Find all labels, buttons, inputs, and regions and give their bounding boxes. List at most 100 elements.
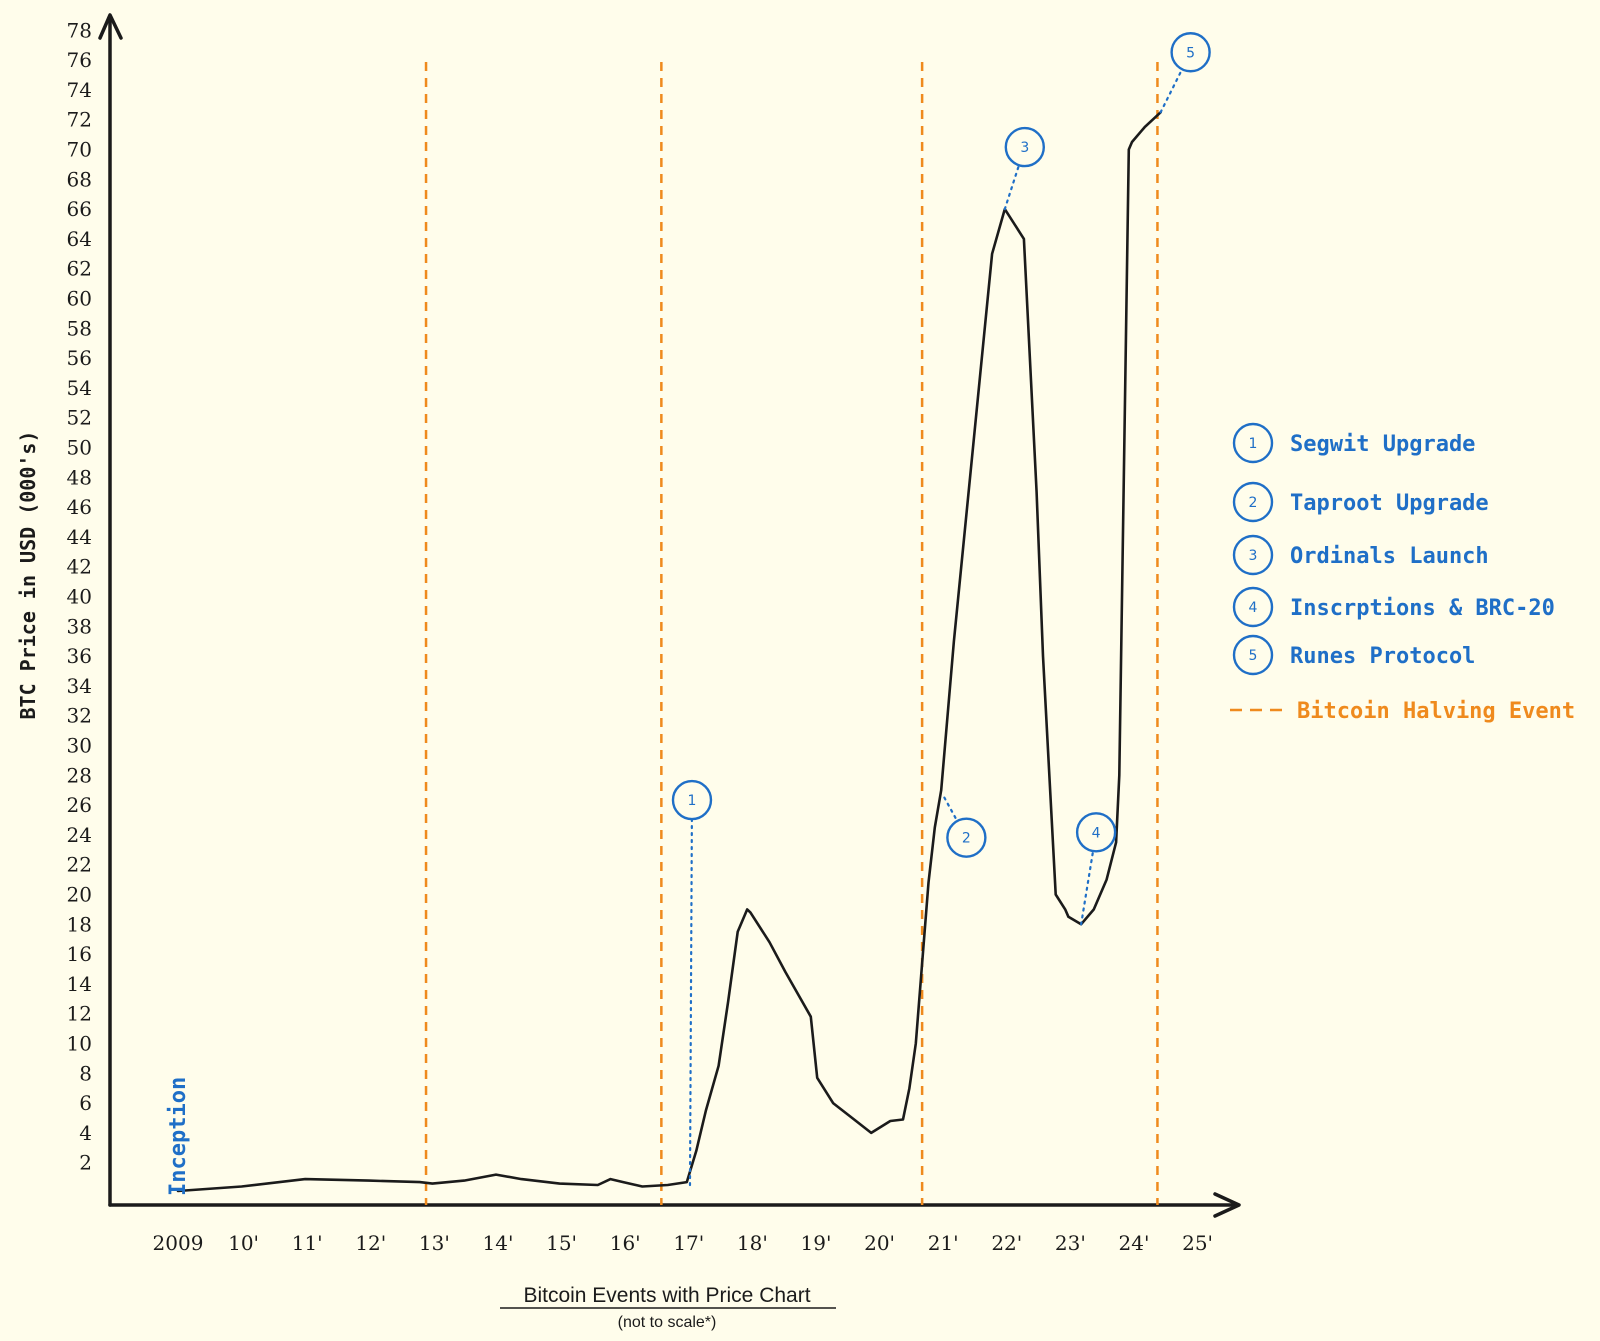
y-tick-label: 16 [67,942,92,966]
event-leader-line [688,818,693,1187]
chart-subtitle: (not to scale*) [618,1314,717,1331]
y-tick-label: 68 [67,167,92,191]
chart-title: Bitcoin Events with Price Chart [523,1284,810,1307]
halving-lines [424,62,1159,1205]
y-tick-label: 50 [67,436,92,460]
event-marker-2: 2 [943,796,987,858]
y-tick-label: 28 [67,763,92,787]
x-tick-label: 18' [737,1231,768,1255]
legend-circle [1232,422,1274,464]
x-axis [108,1192,1241,1218]
legend-label: Ordinals Launch [1290,544,1489,569]
event-marker-1: 1 [671,779,713,1187]
x-tick-label: 25' [1182,1231,1213,1255]
y-tick-label: 62 [67,257,92,281]
y-tick-label: 34 [67,674,92,698]
y-tick-label: 32 [67,704,92,728]
x-tick-label: 16' [610,1231,641,1255]
event-marker-5: 5 [1159,32,1211,114]
price-line [176,111,1162,1193]
event-number: 5 [1186,45,1195,61]
legend-number: 4 [1249,600,1258,616]
legend-item-3: 3 Ordinals Launch [1232,534,1489,576]
y-tick-label: 48 [67,465,92,489]
y-tick-label: 8 [79,1061,92,1085]
y-tick-label: 22 [67,853,92,877]
legend: 1 Segwit Upgrade 2 Taproot Upgrade 3 Ordinals… [1230,422,1575,724]
y-tick-label: 56 [67,346,92,370]
event-number: 3 [1020,140,1029,156]
legend-label: Runes Protocol [1290,644,1475,669]
y-tick-label: 78 [67,18,92,42]
y-tick-label: 60 [67,287,92,311]
legend-halving-label: Bitcoin Halving Event [1297,699,1575,724]
y-tick-label: 36 [67,644,92,668]
y-tick-label: 30 [67,734,92,758]
x-tick-label: 17' [673,1231,704,1255]
y-tick-label: 18 [67,912,92,936]
y-tick-label: 26 [67,793,92,817]
x-tick-label: 20' [864,1231,895,1255]
y-tick-label: 44 [67,525,92,549]
y-tick-label: 14 [67,972,92,996]
event-leader-line [1080,850,1095,926]
legend-label: Segwit Upgrade [1290,432,1475,457]
legend-circle [1232,586,1274,628]
legend-number: 2 [1249,495,1258,511]
y-tick-label: 64 [67,227,92,251]
event-circle [1004,126,1046,168]
legend-item-halving: Bitcoin Halving Event [1230,699,1575,724]
y-tick-label: 74 [67,78,92,102]
x-tick-label: 21' [928,1231,959,1255]
y-tick-label: 10 [67,1032,92,1056]
y-tick-label: 66 [67,197,92,221]
x-tick-label: 14' [483,1231,514,1255]
y-tick-label: 12 [67,1002,92,1026]
y-tick-label: 72 [67,108,92,132]
x-tick-label: 15' [546,1231,577,1255]
event-circle [671,779,713,821]
y-tick-label: 76 [67,48,92,72]
inception-annotation: Inception [166,1077,191,1196]
event-number: 4 [1092,825,1101,841]
legend-number: 1 [1249,436,1258,452]
legend-circle [1232,481,1274,523]
y-tick-label: 40 [67,585,92,609]
y-tick-label: 20 [67,883,92,907]
legend-number: 3 [1249,548,1258,564]
event-circle [1170,32,1211,73]
legend-number: 5 [1249,648,1258,664]
legend-label: Taproot Upgrade [1290,491,1489,516]
y-tick-labels: 2 46 8 10 12 14 16 18 20 22 24 26 28 30 32 34 36 38 40 42 44… [67,18,92,1174]
event-circle [946,817,987,858]
y-tick-label: 2 [79,1151,92,1175]
y-axis [98,13,123,1207]
x-tick-label: 11' [292,1231,323,1255]
x-tick-label: 22' [991,1231,1022,1255]
y-tick-label: 38 [67,614,92,638]
price-series [176,111,1162,1193]
y-tick-label: 70 [67,138,92,162]
x-tick-label: 10' [228,1231,259,1255]
event-circle [1075,812,1117,853]
x-tick-labels: 2009 10' 11' 12' 13' 14' 15' 16' 17' 18' 19' 20' 21'… [153,1231,1214,1255]
x-tick-label: 13' [419,1231,450,1255]
x-tick-label: 23' [1055,1231,1086,1255]
legend-item-1: 1 Segwit Upgrade [1232,422,1475,464]
y-tick-label: 54 [67,376,92,400]
y-tick-label: 42 [67,555,92,579]
event-marker-4: 4 [1075,812,1117,926]
legend-item-2: 2 Taproot Upgrade [1232,481,1489,523]
event-leader-line [1003,165,1020,211]
x-tick-label: 12' [355,1231,386,1255]
legend-item-4: 4 Inscrptions & BRC-20 [1232,586,1555,628]
legend-label: Inscrptions & BRC-20 [1290,596,1555,621]
y-tick-label: 46 [67,495,92,519]
legend-item-5: 5 Runes Protocol [1232,634,1475,676]
y-tick-label: 24 [67,823,92,847]
event-marker-3: 3 [1003,126,1046,211]
event-number: 1 [688,793,697,809]
y-tick-label: 6 [79,1091,92,1115]
y-axis-title: BTC Price in USD (000's) [16,431,40,720]
